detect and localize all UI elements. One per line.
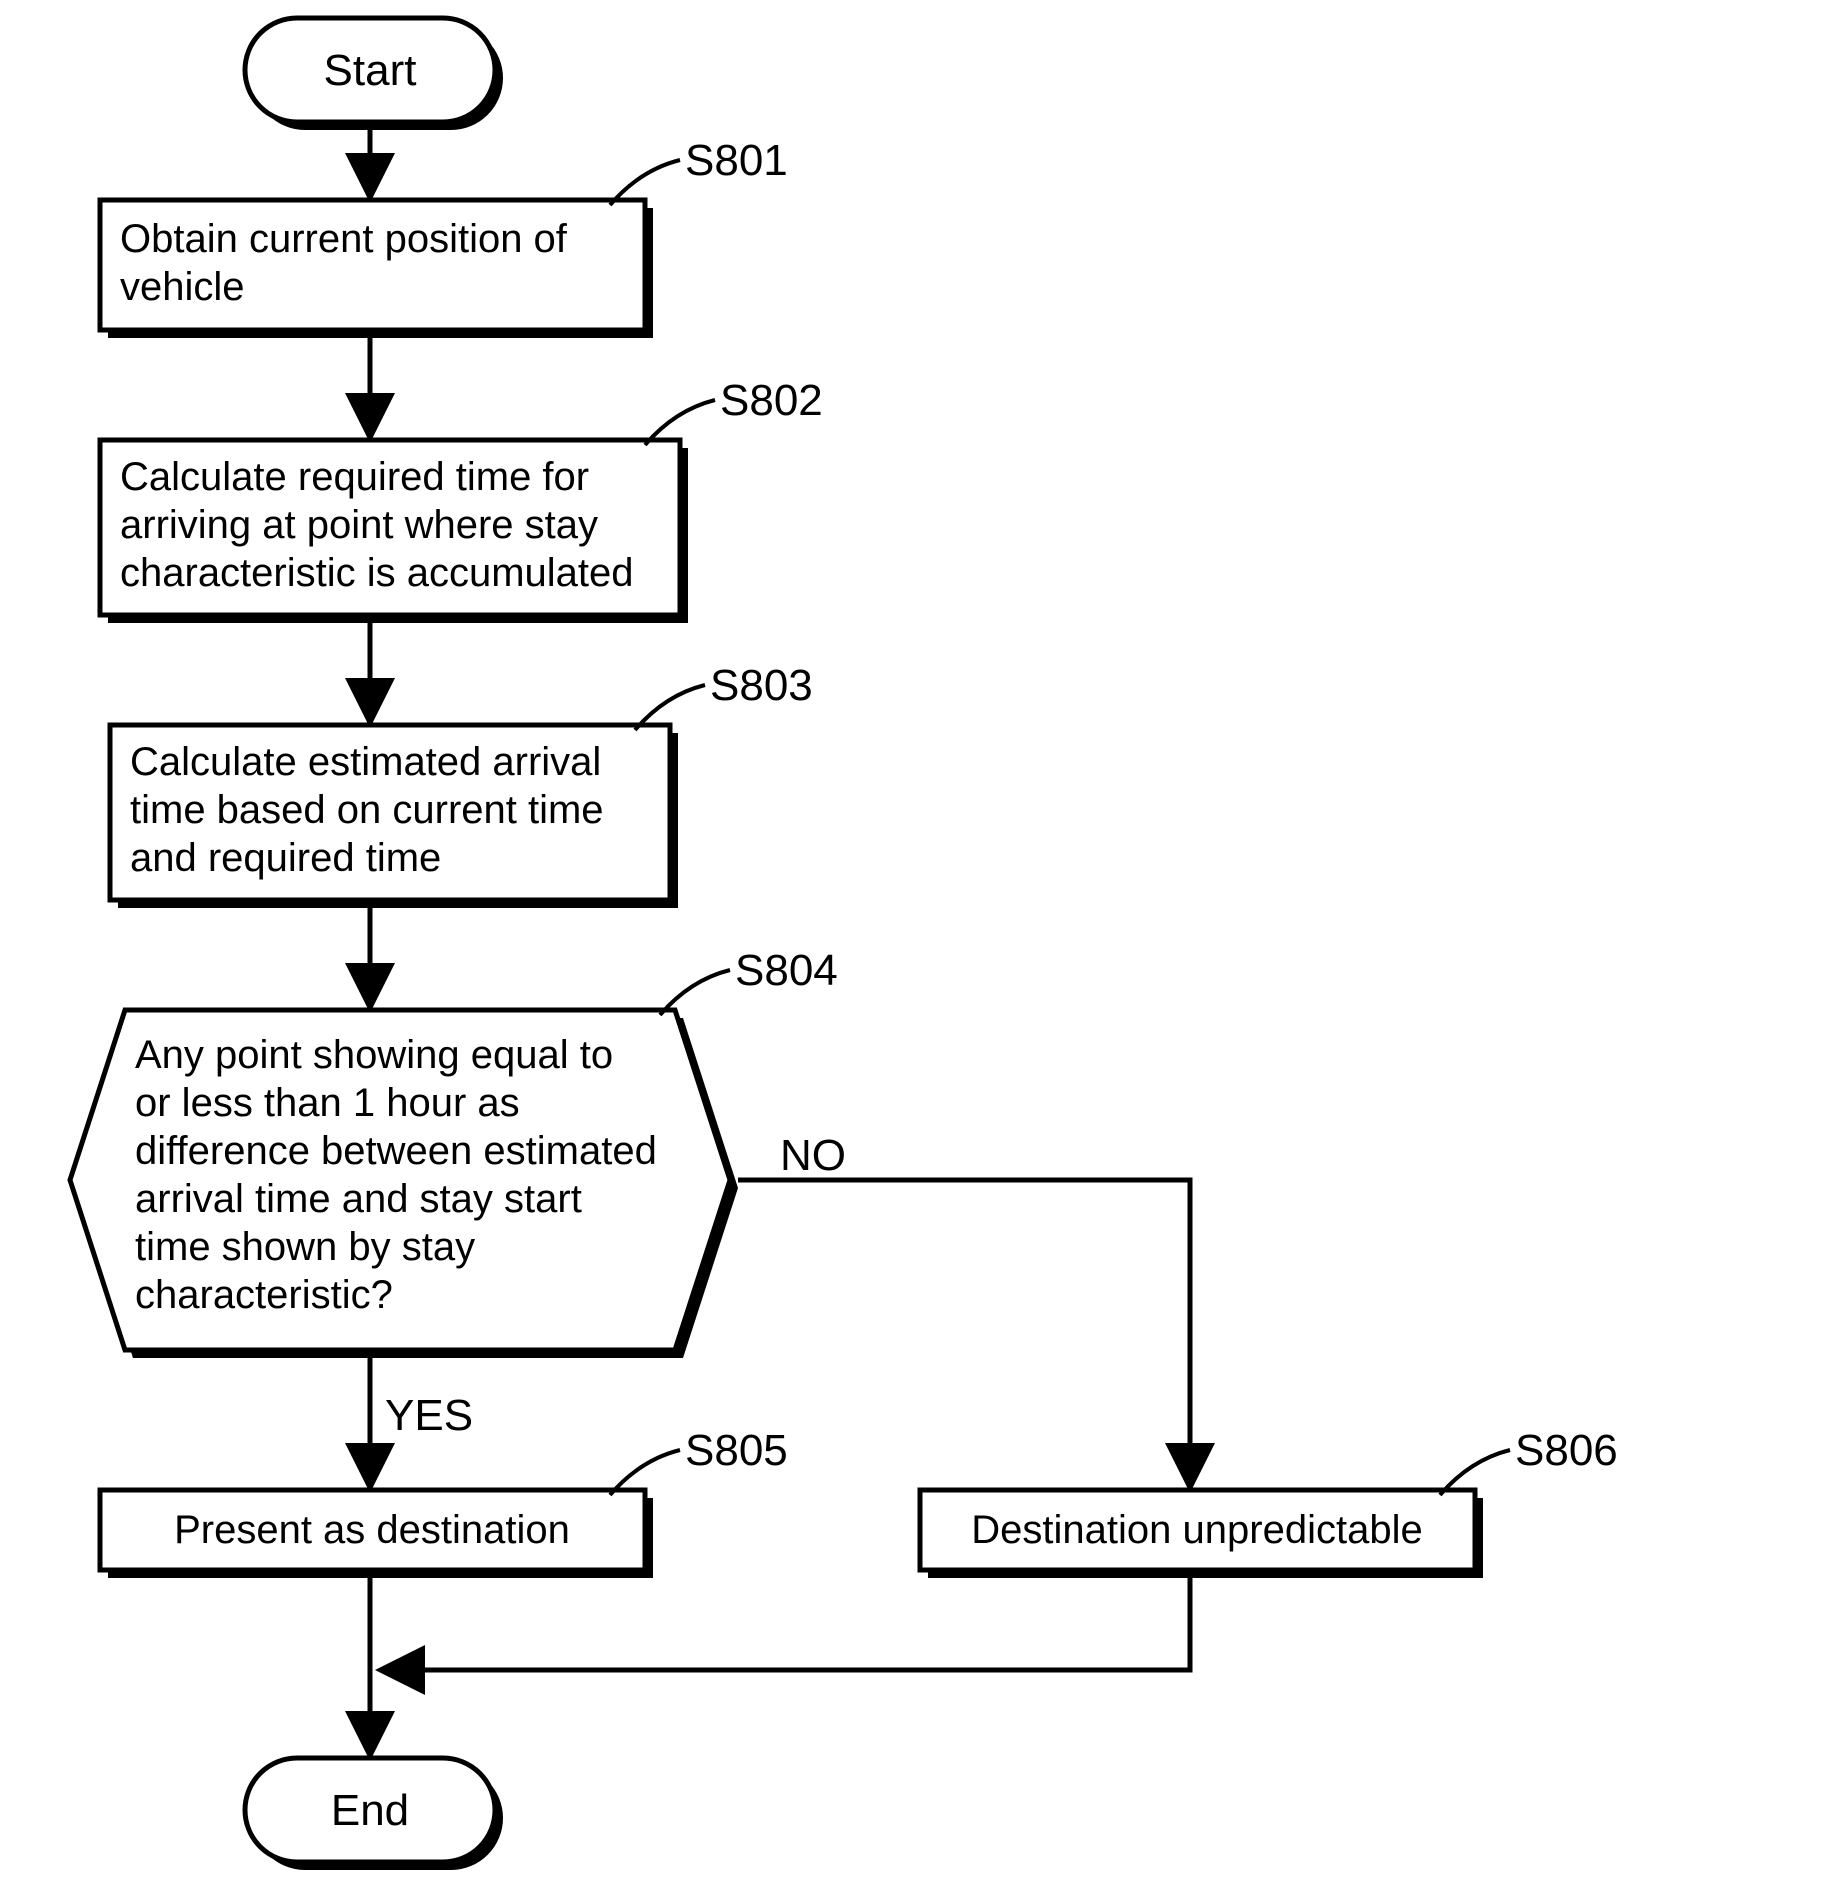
s803-box: Calculate estimated arrival time based o… [110, 725, 678, 908]
end-label: End [331, 1786, 409, 1835]
s804-decision: Any point showing equal to or less than … [70, 1010, 738, 1358]
start-label: Start [324, 46, 417, 95]
s802-line1: Calculate required time for [120, 455, 589, 499]
no-label: NO [780, 1131, 846, 1180]
s801-line2: vehicle [120, 265, 245, 309]
s806-line1: Destination unpredictable [971, 1508, 1422, 1552]
edge-s804-s806 [738, 1180, 1190, 1488]
s804-line6: characteristic? [135, 1273, 393, 1317]
s804-id: S804 [735, 946, 838, 995]
end-node: End [245, 1758, 503, 1870]
s806-box: Destination unpredictable [920, 1490, 1483, 1578]
s804-line5: time shown by stay [135, 1225, 475, 1269]
yes-label: YES [385, 1391, 473, 1440]
s802-id: S802 [720, 376, 823, 425]
s802-box: Calculate required time for arriving at … [100, 440, 688, 623]
s804-line4: arrival time and stay start [135, 1177, 582, 1221]
s805-line1: Present as destination [174, 1508, 570, 1552]
s803-line3: and required time [130, 836, 441, 880]
s804-line3: difference between estimated [135, 1129, 657, 1173]
s805-id: S805 [685, 1426, 788, 1475]
flowchart-canvas: Start Obtain current position of vehicle… [0, 0, 1824, 1893]
start-node: Start [245, 18, 503, 130]
s801-id: S801 [685, 136, 788, 185]
s803-id: S803 [710, 661, 813, 710]
s804-line2: or less than 1 hour as [135, 1081, 520, 1125]
s801-line1: Obtain current position of [120, 217, 568, 261]
s803-line2: time based on current time [130, 788, 604, 832]
s801-box: Obtain current position of vehicle [100, 200, 653, 338]
s805-box: Present as destination [100, 1490, 653, 1578]
edge-s806-join [380, 1570, 1190, 1670]
s804-line1: Any point showing equal to [135, 1033, 613, 1077]
s802-line3: characteristic is accumulated [120, 551, 634, 595]
s802-line2: arriving at point where stay [120, 503, 598, 547]
s806-id: S806 [1515, 1426, 1618, 1475]
s803-line1: Calculate estimated arrival [130, 740, 601, 784]
